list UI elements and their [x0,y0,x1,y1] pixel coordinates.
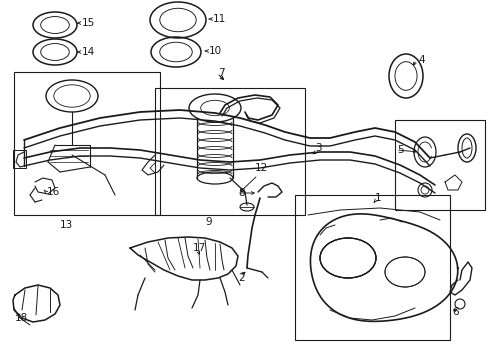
Text: 16: 16 [47,187,60,197]
Text: 9: 9 [204,217,211,227]
Text: 7: 7 [218,68,224,78]
Text: 8: 8 [238,188,244,198]
Text: 11: 11 [213,14,226,24]
Text: 13: 13 [60,220,73,230]
Text: 4: 4 [417,55,424,65]
Text: 12: 12 [254,163,268,173]
Bar [14,72,160,215]
Text: 2: 2 [238,273,244,283]
Text: 1: 1 [374,193,381,203]
Text: 5: 5 [396,145,403,155]
Bar [394,120,484,210]
Bar [294,195,449,340]
Bar [155,88,305,215]
Text: 10: 10 [208,46,222,56]
Text: 15: 15 [82,18,95,28]
Text: 17: 17 [193,243,206,253]
Text: 6: 6 [451,307,458,317]
Text: 14: 14 [82,47,95,57]
Text: 3: 3 [314,143,321,153]
Text: 18: 18 [15,313,28,323]
Bar [13,150,26,168]
